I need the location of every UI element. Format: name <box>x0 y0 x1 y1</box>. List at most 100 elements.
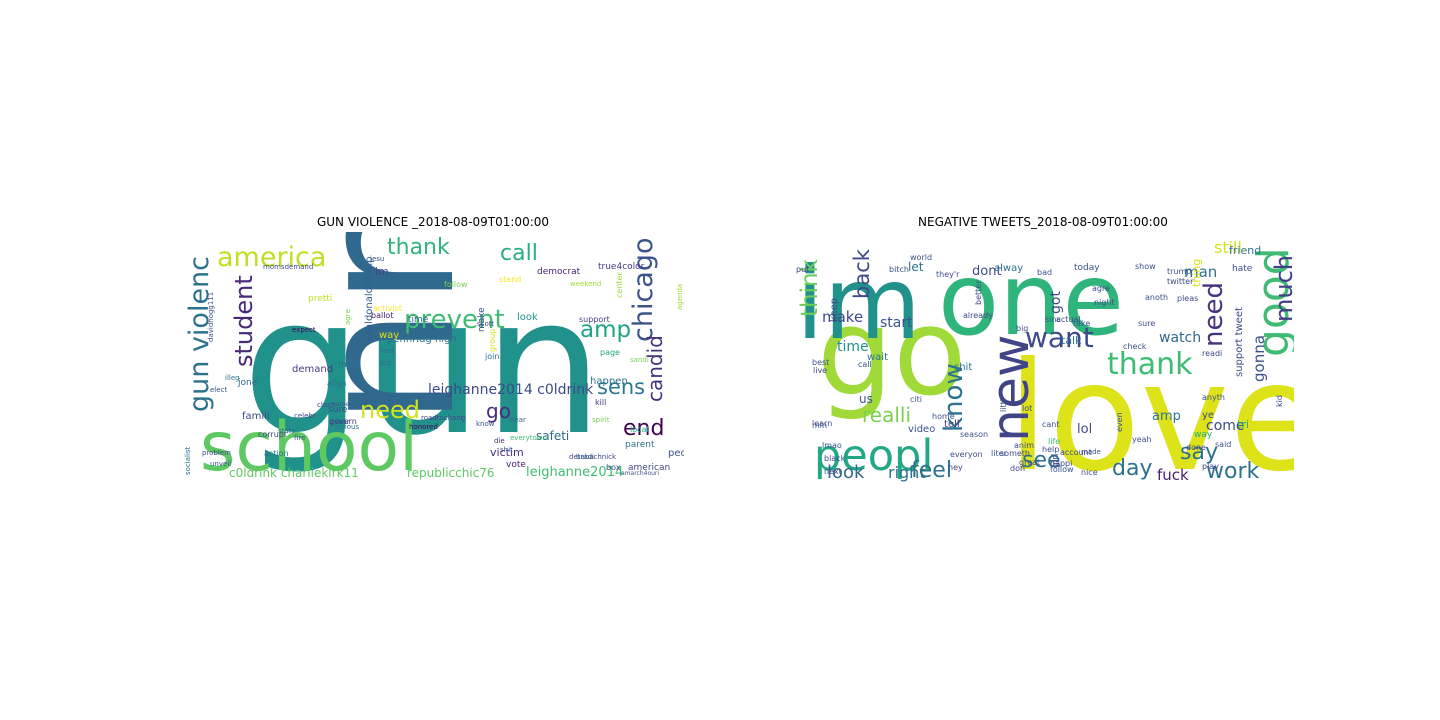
cloud-word: feel <box>911 458 952 483</box>
cloud-word: tell <box>944 419 960 430</box>
cloud-word: black <box>824 454 846 463</box>
cloud-word: thing <box>1190 259 1203 287</box>
cloud-word: gun <box>242 256 603 477</box>
cloud-word: peopl <box>814 431 933 481</box>
cloud-word: next <box>824 467 842 476</box>
cloud-word: root <box>380 347 394 355</box>
cloud-word: show <box>1135 262 1156 271</box>
cloud-word: kid <box>1275 395 1284 407</box>
cloud-word: lol <box>1077 422 1092 437</box>
cloud-word: scott <box>477 320 495 328</box>
cloud-word: anoth <box>1145 293 1168 302</box>
panel-title-right: NEGATIVE TWEETS_2018-08-09T01:00:00 <box>918 215 1168 229</box>
cloud-word: peopl <box>668 448 684 459</box>
cloud-word: call <box>500 241 538 266</box>
cloud-word: good <box>1248 247 1294 357</box>
cloud-word: stand <box>499 275 521 284</box>
cloud-word: amp <box>1152 409 1181 424</box>
cloud-word: support tweet <box>1234 307 1245 377</box>
cloud-word: littl <box>999 399 1008 412</box>
cloud-word: famili <box>242 411 270 422</box>
cloud-word: yeah <box>1132 435 1152 444</box>
cloud-word: im <box>375 265 389 278</box>
cloud-word: girl <box>1051 454 1061 468</box>
cloud-word: season <box>960 430 988 439</box>
cloud-word: c0ldrink charliekirk11 <box>229 466 359 480</box>
cloud-word: fire <box>294 434 305 442</box>
cloud-word: go <box>817 284 967 423</box>
cloud-word: better <box>974 280 983 305</box>
cloud-word: follow <box>1050 465 1074 474</box>
cloud-word: see <box>1022 448 1061 473</box>
cloud-word: bitch <box>889 265 909 274</box>
cloud-word: sens <box>597 375 645 399</box>
cloud-word: know <box>476 420 495 428</box>
cloud-word: go <box>486 399 511 423</box>
cloud-word: keep <box>829 298 840 322</box>
cloud-word: thank <box>387 235 450 260</box>
cloud-word: activist <box>373 304 402 313</box>
cloud-word: said <box>1215 440 1231 449</box>
cloud-word: bradi <box>576 453 594 461</box>
cloud-word: readi <box>1202 349 1222 358</box>
cloud-word: agre <box>1092 284 1110 293</box>
cloud-word: group <box>488 329 497 352</box>
cloud-word: dont <box>972 264 1002 279</box>
cloud-word: prevent <box>404 305 505 335</box>
cloud-word: happi <box>1050 459 1072 468</box>
cloud-word: anim <box>1014 441 1034 450</box>
cloud-word: even <box>1115 412 1124 432</box>
cloud-word: center <box>615 272 624 298</box>
cloud-word: hey <box>948 463 963 472</box>
cloud-word: claim <box>317 401 336 409</box>
cloud-word: vote <box>506 460 526 470</box>
cloud-word: come <box>1206 418 1245 434</box>
cloud-word: im <box>796 245 921 362</box>
cloud-word: parent <box>625 440 655 450</box>
cloud-word: everyon <box>950 450 983 459</box>
cloud-word: pretti <box>308 294 332 304</box>
cloud-word: want <box>1025 321 1094 354</box>
cloud-word: serious <box>334 423 359 431</box>
cloud-word: alway <box>994 263 1023 274</box>
cloud-word: local <box>630 425 649 434</box>
cloud-word: liter <box>991 449 1008 458</box>
cloud-word: already <box>963 311 993 320</box>
cloud-word: made <box>1081 448 1101 456</box>
cloud-word: they'r <box>936 270 960 279</box>
cloud-word: ballot <box>371 311 393 320</box>
cloud-word: take <box>1073 319 1090 328</box>
cloud-word: great <box>1019 458 1040 467</box>
cloud-word: hear <box>510 416 526 424</box>
cloud-word: sinc <box>1045 315 1061 324</box>
cloud-word: pennridg high <box>387 334 457 345</box>
cloud-word: start <box>880 315 913 331</box>
cloud-word: join <box>484 352 499 361</box>
cloud-word: look <box>827 462 865 483</box>
cloud-word: nice <box>1081 468 1098 477</box>
cloud-word: detabachnick <box>569 453 617 461</box>
cloud-word: page <box>600 348 620 357</box>
word-cloud-left: gun nra school america prevent chicago gun vio… <box>182 232 684 483</box>
cloud-word: weekend <box>570 280 601 288</box>
cloud-word: one <box>938 241 1124 358</box>
cloud-word: check <box>1123 342 1147 351</box>
cloud-word: agenda <box>676 284 684 310</box>
cloud-word: republicchic76 <box>407 466 495 480</box>
cloud-word: learn <box>812 419 832 428</box>
cloud-word: know <box>939 363 969 432</box>
cloud-word: jesu <box>369 255 384 263</box>
cloud-word: need <box>360 396 420 424</box>
cloud-word: leighanne2014 <box>526 465 623 480</box>
cloud-word: talk <box>1061 334 1082 347</box>
cloud-word: die <box>494 437 505 445</box>
cloud-word: gun violenc <box>184 256 215 412</box>
cloud-word: student <box>230 275 258 367</box>
cloud-word: bad <box>1037 268 1052 277</box>
cloud-word: home <box>932 412 955 421</box>
cloud-word: jone <box>237 378 258 388</box>
cloud-word: help <box>1042 445 1059 454</box>
cloud-word: way <box>1194 430 1213 440</box>
cloud-word: need <box>1199 282 1229 347</box>
cloud-word: unveil <box>210 460 231 468</box>
